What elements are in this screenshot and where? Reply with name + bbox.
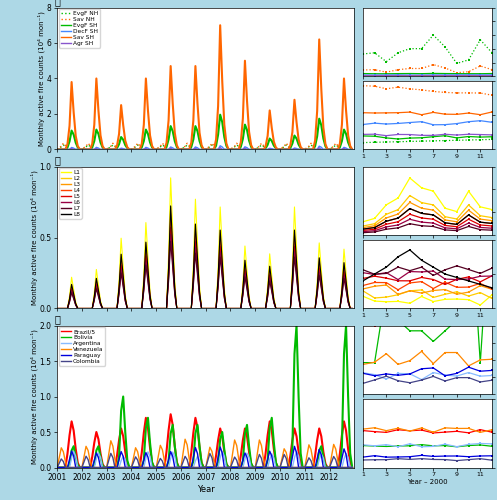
Text: Ⓐ: Ⓐ (54, 0, 60, 6)
Y-axis label: Monthly active fire counts (10⁴ mon⁻¹): Monthly active fire counts (10⁴ mon⁻¹) (31, 329, 38, 464)
Text: Ⓑ: Ⓑ (54, 155, 60, 165)
X-axis label: Year: Year (197, 485, 215, 494)
Y-axis label: Monthly active fire counts (10⁴ mon⁻¹): Monthly active fire counts (10⁴ mon⁻¹) (31, 170, 38, 305)
Legend: EvgF NH, Sav NH, EvgF SH, DecF SH, Sav SH, Agr SH: EvgF NH, Sav NH, EvgF SH, DecF SH, Sav S… (59, 9, 100, 48)
X-axis label: Year – 2000: Year – 2000 (407, 480, 448, 486)
Legend: Brazil/5, Bolivia, Argentina, Venezuela, Paraguay, Colombia: Brazil/5, Bolivia, Argentina, Venezuela,… (59, 328, 105, 366)
Y-axis label: Monthly active fire counts (10⁴ mon⁻¹): Monthly active fire counts (10⁴ mon⁻¹) (38, 11, 45, 146)
Text: Ⓒ: Ⓒ (54, 314, 60, 324)
Legend: L1, L2, L3, L4, L5, L6, L7, L8: L1, L2, L3, L4, L5, L6, L7, L8 (59, 168, 82, 218)
